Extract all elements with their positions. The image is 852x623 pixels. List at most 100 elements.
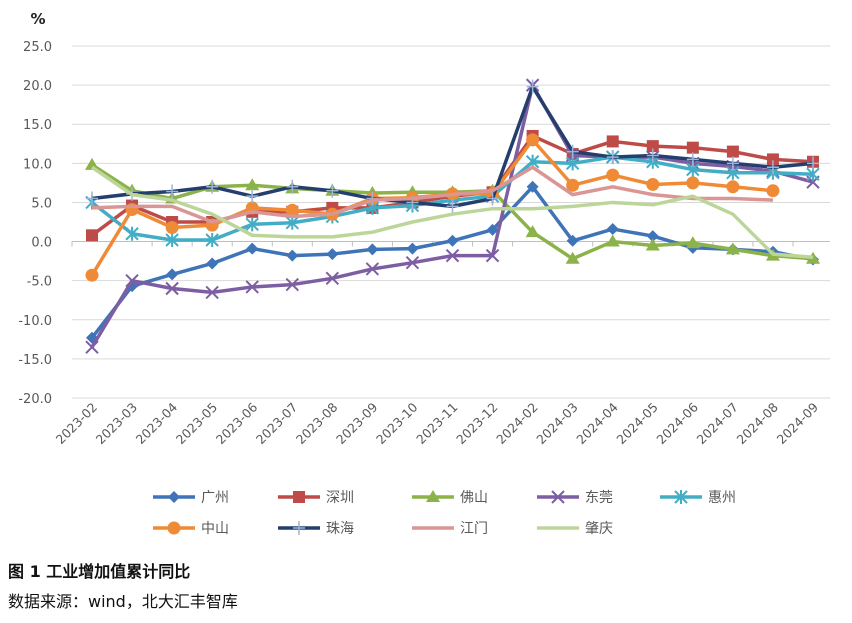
data-point xyxy=(766,184,780,198)
y-tick-label: 0.0 xyxy=(31,236,52,251)
data-point xyxy=(486,223,499,236)
legend-label: 中山 xyxy=(201,521,229,537)
data-point xyxy=(565,156,580,171)
legend-item: 佛山 xyxy=(412,490,488,506)
data-point xyxy=(446,199,459,214)
data-point xyxy=(245,217,259,232)
data-point xyxy=(86,229,98,242)
legend-marker xyxy=(551,490,565,504)
legend-item: 肇庆 xyxy=(537,521,613,537)
legend-item: 广州 xyxy=(153,490,229,506)
data-point xyxy=(806,251,820,264)
data-point xyxy=(766,153,779,166)
data-point xyxy=(205,232,219,247)
data-point xyxy=(686,176,700,190)
y-tick-label: 5.0 xyxy=(31,196,52,211)
data-point xyxy=(85,268,99,282)
legend-marker xyxy=(168,491,180,503)
data-point xyxy=(166,268,179,281)
data-point xyxy=(646,230,659,243)
y-tick-label: -20.0 xyxy=(18,392,52,407)
legend-marker xyxy=(293,521,305,535)
x-tick-label: 2023-12 xyxy=(453,400,501,448)
data-point xyxy=(606,168,620,182)
x-tick-label: 2024-08 xyxy=(734,399,782,447)
data-point xyxy=(686,152,699,167)
series-line xyxy=(91,165,814,259)
legend-item: 珠海 xyxy=(278,521,354,537)
data-point xyxy=(245,178,260,191)
data-point xyxy=(246,242,259,255)
data-point xyxy=(646,140,659,153)
source-note: 数据来源：wind，北大汇丰智库 xyxy=(8,592,238,611)
legend-label: 江门 xyxy=(460,521,488,537)
x-tick-label: 2024-07 xyxy=(693,400,741,448)
legend-item: 深圳 xyxy=(278,490,354,506)
figure-caption: 图 1 工业增加值累计同比 xyxy=(8,562,191,581)
data-point xyxy=(726,145,739,158)
legend-marker xyxy=(167,521,181,535)
y-tick-label: -5.0 xyxy=(27,275,52,290)
x-tick-label: 2024-05 xyxy=(613,400,661,448)
x-tick-label: 2023-02 xyxy=(53,400,101,448)
data-point xyxy=(766,160,779,175)
data-point xyxy=(486,191,499,206)
legend-marker xyxy=(674,490,688,504)
data-point xyxy=(206,179,219,194)
data-point xyxy=(366,243,379,256)
y-tick-label: -10.0 xyxy=(18,314,52,329)
data-point xyxy=(725,242,740,255)
y-tick-label: 15.0 xyxy=(23,118,52,133)
data-point xyxy=(526,133,540,147)
x-tick-label: 2023-04 xyxy=(133,399,181,447)
legend-label: 肇庆 xyxy=(585,521,613,537)
data-point xyxy=(205,285,219,300)
data-point xyxy=(85,340,99,354)
data-point xyxy=(85,157,99,170)
legend-item: 江门 xyxy=(412,521,488,537)
data-point xyxy=(646,177,660,191)
data-point xyxy=(246,189,259,204)
x-tick-label: 2024-06 xyxy=(653,399,701,447)
data-point xyxy=(525,225,540,238)
data-point xyxy=(165,232,179,247)
data-point xyxy=(125,226,139,241)
data-point xyxy=(446,234,459,247)
legend-label: 广州 xyxy=(201,490,229,506)
x-tick-label: 2023-05 xyxy=(173,400,221,448)
data-point xyxy=(606,223,619,236)
x-tick-label: 2023-03 xyxy=(93,400,141,448)
data-point xyxy=(286,249,299,262)
data-point xyxy=(726,180,740,194)
legend-marker xyxy=(426,490,440,502)
data-point xyxy=(365,262,380,276)
data-point xyxy=(285,277,299,292)
legend-item: 中山 xyxy=(153,521,229,537)
line-chart: % -20.0 -15.0 -10.0 -5.0 0.0 5.0 10.0 15.0 20.0 25… xyxy=(18,10,830,537)
series-9 xyxy=(91,165,814,259)
data-point xyxy=(405,255,420,270)
x-tick-label: 2024-03 xyxy=(533,400,581,448)
data-point xyxy=(325,271,340,286)
data-point xyxy=(206,257,219,270)
x-tick-label: 2023-06 xyxy=(213,399,261,447)
data-point xyxy=(565,251,580,264)
data-point xyxy=(606,150,619,165)
x-tick-label: 2023-08 xyxy=(293,399,341,447)
data-point xyxy=(406,242,419,255)
data-point xyxy=(286,179,299,194)
x-tick-label: 2023-07 xyxy=(253,400,301,448)
data-point xyxy=(285,203,299,217)
legend-label: 惠州 xyxy=(708,490,736,506)
data-point xyxy=(526,79,539,94)
y-tick-label: -15.0 xyxy=(18,353,52,368)
data-point xyxy=(326,248,339,261)
data-point xyxy=(726,156,739,171)
legend-label: 东莞 xyxy=(585,490,613,506)
x-tick-label: 2023-11 xyxy=(413,400,461,448)
data-point xyxy=(245,280,259,294)
data-point xyxy=(445,248,460,263)
data-point xyxy=(86,191,98,206)
y-tick-label: 25.0 xyxy=(23,40,52,55)
data-point xyxy=(526,180,539,193)
